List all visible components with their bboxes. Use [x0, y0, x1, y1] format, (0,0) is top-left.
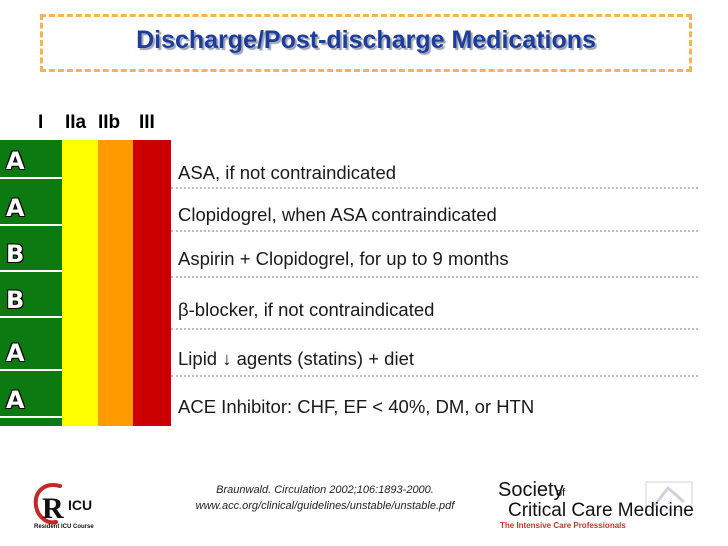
class-header-iia: IIa: [65, 112, 87, 133]
evidence-grade: A: [0, 335, 62, 371]
evidence-grade: B: [0, 282, 62, 318]
evidence-grade: A: [0, 382, 62, 418]
class-iii-stripe: [133, 140, 171, 426]
slide-title: Discharge/Post-discharge Medications: [136, 26, 596, 54]
sccm-logo-mark: Society of Critical Care Medicine The In…: [498, 479, 694, 530]
svg-text:R: R: [42, 492, 64, 525]
sccm-logo: Society of Critical Care Medicine The In…: [496, 476, 696, 534]
citation-url: www.acc.org/clinical/guidelines/unstable…: [195, 500, 455, 512]
svg-text:Critical Care Medicine: Critical Care Medicine: [508, 500, 694, 521]
class-iib-stripe: [98, 140, 133, 426]
recommendation-text: Aspirin + Clopidogrel, for up to 9 month…: [178, 248, 509, 269]
recommendation-text: β-blocker, if not contraindicated: [178, 299, 435, 320]
evidence-grade: B: [0, 236, 62, 272]
row-divider: [171, 276, 698, 278]
class-header-iii: III: [139, 112, 155, 133]
recommendation-text: Lipid ↓ agents (statins) + diet: [178, 348, 415, 369]
svg-text:Resident ICU Course: Resident ICU Course: [34, 524, 94, 530]
svg-text:of: of: [556, 487, 566, 499]
citation-reference: Braunwald. Circulation 2002;106:1893-200…: [216, 484, 434, 496]
svg-text:Society: Society: [498, 479, 564, 501]
row-divider: [171, 328, 698, 330]
row-divider: [171, 375, 698, 377]
row-divider: [171, 187, 698, 189]
svg-text:ICU: ICU: [68, 497, 92, 513]
class-header-i: I: [38, 112, 44, 133]
recommendation-text: ACE Inhibitor: CHF, EF < 40%, DM, or HTN: [178, 396, 535, 417]
ricu-logo-mark: R ICU Resident ICU Course: [33, 483, 94, 530]
svg-text:The Intensive Care Professiona: The Intensive Care Professionals: [500, 521, 626, 530]
title-frame: [40, 14, 692, 72]
row-divider: [171, 230, 698, 232]
recommendation-text: Clopidogrel, when ASA contraindicated: [178, 204, 497, 225]
recommendation-text: ASA, if not contraindicated: [178, 162, 397, 183]
evidence-grade: A: [0, 143, 62, 179]
class-header-iib: IIb: [98, 112, 121, 133]
ricu-logo: R ICU Resident ICU Course: [30, 476, 120, 530]
evidence-grade: A: [0, 190, 62, 226]
class-iia-stripe: [62, 140, 98, 426]
